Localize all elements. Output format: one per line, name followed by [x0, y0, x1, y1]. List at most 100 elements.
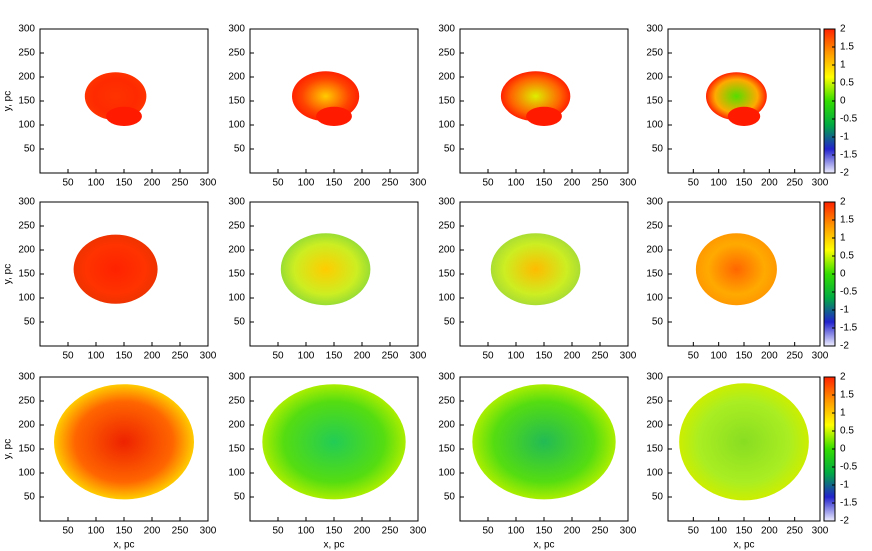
x-tick-label: 300 — [200, 526, 217, 537]
y-tick-label: 300 — [646, 197, 663, 208]
colorbar-tick-label: 1.5 — [840, 215, 854, 226]
x-tick-label: 100 — [710, 526, 727, 537]
x-tick-label: 100 — [298, 351, 315, 362]
x-tick-label: 150 — [326, 526, 343, 537]
y-tick-label: 50 — [234, 492, 246, 503]
x-tick-label: 100 — [508, 526, 525, 537]
panel: 50 100 150 200 250 300 50 100 150 200 250 300 y, pc — [3, 24, 217, 189]
y-tick-label: 300 — [228, 197, 245, 208]
x-tick-label: 300 — [410, 351, 427, 362]
y-tick-label: 200 — [438, 420, 455, 431]
x-tick-label: 150 — [536, 178, 553, 189]
y-tick-label: 100 — [646, 293, 663, 304]
y-tick-label: 100 — [228, 293, 245, 304]
x-tick-label: 150 — [736, 526, 753, 537]
x-tick-label: 250 — [172, 526, 189, 537]
panel: 50 100 150 200 250 300 50 100 150 200 250 300 2 1.5 1 0… — [646, 197, 857, 362]
colorbar-tick-label: -2 — [840, 168, 849, 179]
x-tick-label: 200 — [761, 351, 778, 362]
x-tick-label: 100 — [710, 178, 727, 189]
y-tick-label: 50 — [444, 492, 456, 503]
y-tick-label: 150 — [18, 96, 35, 107]
x-tick-label: 50 — [272, 351, 284, 362]
y-tick-label: 300 — [438, 24, 455, 35]
y-tick-label: 150 — [228, 444, 245, 455]
x-tick-label: 100 — [298, 526, 315, 537]
y-tick-label: 250 — [646, 48, 663, 59]
y-tick-label: 200 — [228, 245, 245, 256]
x-tick-label: 150 — [326, 351, 343, 362]
map-region — [262, 384, 406, 500]
colorbar-tick-label: 0 — [840, 96, 846, 107]
y-tick-label: 250 — [228, 396, 245, 407]
y-tick-label: 300 — [18, 372, 35, 383]
x-tick-label: 50 — [482, 178, 494, 189]
y-tick-label: 300 — [438, 197, 455, 208]
map-region — [526, 106, 562, 126]
colorbar-tick-label: 1 — [840, 60, 846, 71]
y-tick-label: 200 — [646, 420, 663, 431]
y-tick-label: 250 — [18, 396, 35, 407]
colorbar-tick-label: 1.5 — [840, 42, 854, 53]
map-region — [54, 384, 194, 500]
x-tick-label: 250 — [592, 526, 609, 537]
colorbar-tick-label: -2 — [840, 516, 849, 527]
panel: 50 100 150 200 250 300 50 100 150 200 250 300 x, pc 2… — [646, 372, 857, 551]
x-tick-label: 150 — [116, 351, 133, 362]
x-tick-label: 250 — [592, 351, 609, 362]
y-tick-label: 150 — [228, 96, 245, 107]
y-tick-label: 300 — [646, 372, 663, 383]
y-tick-label: 50 — [444, 144, 456, 155]
x-tick-label: 200 — [144, 526, 161, 537]
map-region — [727, 106, 761, 126]
y-tick-label: 50 — [24, 492, 36, 503]
y-tick-label: 100 — [18, 293, 35, 304]
x-tick-label: 50 — [272, 178, 284, 189]
x-tick-label: 250 — [382, 526, 399, 537]
x-tick-label: 250 — [172, 351, 189, 362]
y-tick-label: 250 — [228, 48, 245, 59]
panel: 50 100 150 200 250 300 50 100 150 200 250 300 — [438, 24, 636, 189]
x-tick-label: 200 — [564, 526, 581, 537]
colorbar-tick-label: -0.5 — [840, 114, 858, 125]
y-tick-label: 250 — [438, 396, 455, 407]
y-tick-label: 300 — [228, 372, 245, 383]
x-tick-label: 50 — [688, 526, 700, 537]
x-tick-label: 300 — [200, 178, 217, 189]
y-tick-label: 100 — [18, 468, 35, 479]
panel: 50 100 150 200 250 300 50 100 150 200 250 300 x, pc — [438, 372, 636, 551]
x-tick-label: 100 — [508, 351, 525, 362]
x-tick-label: 50 — [62, 178, 74, 189]
x-tick-label: 50 — [688, 178, 700, 189]
panel: 50 100 150 200 250 300 50 100 150 200 250 300 x, pc y… — [3, 372, 217, 551]
x-axis-label: x, pc — [113, 540, 134, 551]
y-tick-label: 150 — [18, 269, 35, 280]
x-tick-label: 250 — [592, 178, 609, 189]
y-tick-label: 100 — [438, 120, 455, 131]
y-tick-label: 100 — [438, 468, 455, 479]
y-tick-label: 150 — [438, 96, 455, 107]
y-tick-label: 50 — [234, 144, 246, 155]
map-region — [472, 384, 616, 500]
x-axis-label: x, pc — [733, 540, 754, 551]
map-region — [106, 106, 142, 126]
x-tick-label: 50 — [62, 526, 74, 537]
x-tick-label: 250 — [382, 178, 399, 189]
y-tick-label: 150 — [646, 96, 663, 107]
colorbar-tick-label: 0 — [840, 269, 846, 280]
y-tick-label: 100 — [18, 120, 35, 131]
x-tick-label: 150 — [536, 526, 553, 537]
y-tick-label: 300 — [18, 197, 35, 208]
colorbar-tick-label: 2 — [840, 24, 846, 35]
y-tick-label: 50 — [234, 317, 246, 328]
x-tick-label: 250 — [382, 351, 399, 362]
y-tick-label: 50 — [652, 492, 664, 503]
y-tick-label: 100 — [646, 120, 663, 131]
x-tick-label: 100 — [88, 178, 105, 189]
colorbar-tick-label: -1.5 — [840, 323, 858, 334]
colorbar-tick-label: -1.5 — [840, 498, 858, 509]
colorbar-tick-label: 0 — [840, 444, 846, 455]
y-tick-label: 150 — [228, 269, 245, 280]
y-tick-label: 200 — [18, 420, 35, 431]
